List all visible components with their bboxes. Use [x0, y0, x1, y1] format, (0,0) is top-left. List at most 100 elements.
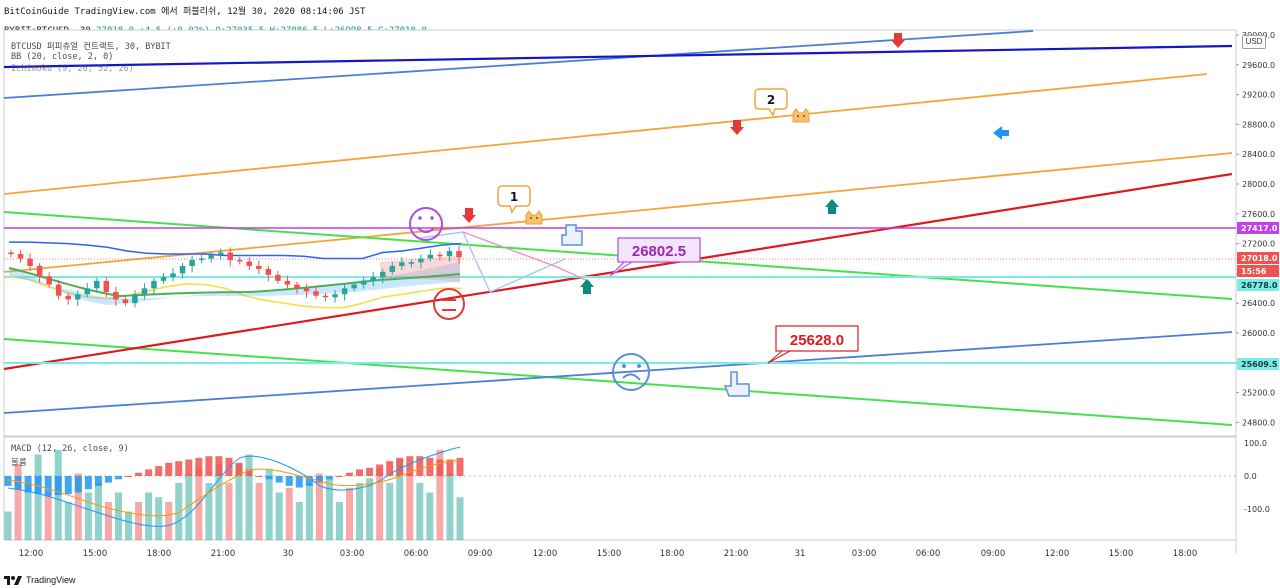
volume-bar	[215, 464, 223, 540]
candle-body	[103, 280, 110, 293]
macd-histogram-bar	[44, 476, 52, 496]
candle-body	[332, 294, 338, 298]
callout-1-text: 1	[510, 190, 518, 204]
callout-1	[497, 185, 531, 214]
candle-body	[55, 284, 62, 296]
volume-bar	[396, 459, 404, 540]
macd-histogram-bar	[416, 456, 424, 476]
published-header: BitCoinGuide TradingView.com 에서 퍼블리쉬, 12…	[4, 7, 366, 17]
macd-histogram-bar	[175, 461, 183, 476]
macd-histogram-bar	[185, 459, 193, 476]
cat-icon-2	[792, 108, 810, 123]
macd-histogram-bar	[34, 476, 42, 495]
volume-bar	[44, 492, 52, 540]
macd-histogram-bar	[135, 472, 143, 476]
price-axis-label: 15:56	[1241, 267, 1267, 276]
candle-body	[17, 254, 24, 259]
candle-body	[456, 251, 462, 258]
candle-body	[141, 288, 148, 295]
macd-histogram-bar	[245, 469, 253, 476]
candle-body	[370, 277, 376, 281]
candle-body	[341, 288, 348, 295]
macd-histogram-bar	[305, 476, 313, 486]
candle-body	[8, 252, 14, 255]
candle-body	[418, 258, 424, 263]
x-tick-label: 12:00	[533, 549, 558, 559]
projection-path-blue	[419, 231, 566, 293]
volume-bar	[245, 454, 253, 540]
macd-y-tick-label: 0.0	[1244, 472, 1257, 481]
volume-bar	[64, 502, 72, 540]
x-tick-label: 15:00	[1109, 549, 1134, 559]
x-tick-label: 09:00	[468, 549, 493, 559]
price-pane	[3, 29, 1237, 437]
candle-body	[160, 277, 167, 281]
callout-2	[754, 88, 788, 117]
ichimoku-cloud-blue	[9, 262, 460, 305]
volume-bar	[74, 473, 82, 540]
trendline-green-lower	[3, 338, 1233, 426]
trendline-orange-lower	[3, 152, 1233, 273]
x-tick-label: 15:00	[597, 549, 622, 559]
candle-body	[446, 251, 453, 257]
arrow-down-2	[730, 120, 744, 135]
volume-bar	[335, 502, 343, 540]
smiley-confused-eye	[622, 364, 626, 368]
macd-histogram-bar	[255, 476, 263, 477]
volume-bar	[386, 483, 394, 540]
volume-bar	[205, 483, 213, 540]
volume-bar	[416, 483, 424, 540]
tradingview-logo-icon	[4, 575, 22, 585]
volume-bar	[125, 511, 133, 540]
cat-icon-2-eye	[803, 115, 805, 117]
volume-bar	[366, 478, 374, 540]
price-axis-label: 27018.0	[1241, 254, 1278, 263]
price-axis-label-bg	[1237, 279, 1279, 291]
callout-26802-pointer	[609, 261, 634, 277]
cat-icon-1-eye	[536, 217, 538, 219]
candle-body	[237, 259, 243, 262]
arrow-down-3	[891, 33, 905, 48]
candle-body	[198, 258, 205, 260]
candle-body	[294, 284, 300, 289]
macd-histogram-bar	[346, 472, 354, 476]
macd-histogram-bar	[366, 467, 374, 476]
candle-body	[256, 265, 262, 269]
macd-y-tick-label: -100.0	[1244, 505, 1270, 514]
legend-ichimoku: Ichimoku (9, 26, 52, 26)	[11, 64, 134, 74]
callout-2-text: 2	[767, 93, 775, 107]
currency-button[interactable]: USD	[1242, 35, 1266, 49]
trendline-blue-upper	[3, 30, 1034, 99]
macd-histogram-bar	[205, 456, 213, 476]
smiley-confused-mouth	[622, 373, 641, 381]
x-tick-label: 15:00	[83, 549, 108, 559]
candle-body	[132, 294, 138, 304]
y-tick-label: 28400.0	[1242, 150, 1275, 159]
macd-histogram-bar	[285, 476, 293, 486]
volume-bar	[114, 492, 122, 540]
smiley-happy-eye	[430, 216, 434, 220]
volume-bar	[94, 483, 102, 540]
y-tick-label: 27200.0	[1242, 240, 1275, 249]
x-tick-label: 18:00	[660, 549, 685, 559]
callout-25628	[775, 325, 859, 352]
y-tick-label: 29200.0	[1242, 91, 1275, 100]
macd-histogram-bar	[335, 476, 343, 477]
candle-body	[122, 299, 129, 304]
candle-body	[65, 295, 71, 300]
candle-body	[208, 254, 214, 259]
macd-line	[7, 446, 461, 527]
price-axis-label-bg	[1237, 358, 1279, 370]
arrow-up-2	[825, 199, 839, 214]
price-axis-label: 25609.5	[1241, 360, 1278, 369]
volume-bar	[135, 502, 143, 540]
smiley-neutral-icon	[433, 288, 465, 320]
x-tick-label: 18:00	[1173, 549, 1198, 559]
macd-histogram-bar	[396, 457, 404, 476]
cat-icon-2-eye	[797, 115, 799, 117]
macd-histogram-bar	[386, 461, 394, 476]
x-tick-label: 21:00	[724, 549, 749, 559]
macd-histogram-bar	[295, 476, 303, 488]
volume-bar	[426, 492, 434, 540]
